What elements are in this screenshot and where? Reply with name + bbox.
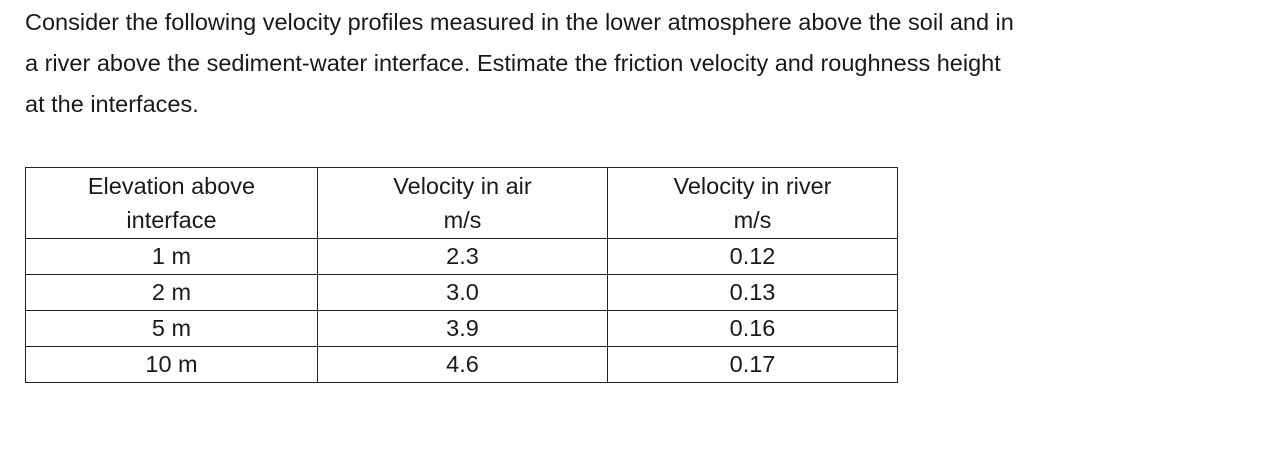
table-row: 1 m 2.3 0.12 xyxy=(25,238,898,275)
cell-velocity-air: 4.6 xyxy=(317,346,608,383)
header-elevation-line-2: interface xyxy=(126,207,217,233)
problem-line-3: at the interfaces. xyxy=(25,91,199,117)
cell-elevation: 10 m xyxy=(25,346,318,383)
cell-velocity-river: 0.16 xyxy=(607,310,898,347)
header-air-line-2: m/s xyxy=(443,207,482,233)
header-velocity-air: Velocity in air m/s xyxy=(317,167,608,239)
problem-statement: Consider the following velocity profiles… xyxy=(25,2,1205,125)
header-velocity-river: Velocity in river m/s xyxy=(607,167,898,239)
cell-velocity-air: 3.0 xyxy=(317,274,608,311)
cell-elevation: 1 m xyxy=(25,238,318,275)
table-row: 5 m 3.9 0.16 xyxy=(25,310,898,347)
table-row: 10 m 4.6 0.17 xyxy=(25,346,898,383)
cell-velocity-river: 0.12 xyxy=(607,238,898,275)
problem-line-2: a river above the sediment-water interfa… xyxy=(25,50,1001,76)
table-row: 2 m 3.0 0.13 xyxy=(25,274,898,311)
table-header-row: Elevation above interface Velocity in ai… xyxy=(25,167,898,239)
cell-velocity-air: 2.3 xyxy=(317,238,608,275)
header-river-line-1: Velocity in river xyxy=(673,173,832,199)
problem-line-1: Consider the following velocity profiles… xyxy=(25,9,1014,35)
cell-velocity-river: 0.17 xyxy=(607,346,898,383)
cell-velocity-air: 3.9 xyxy=(317,310,608,347)
header-elevation: Elevation above interface xyxy=(25,167,318,239)
velocity-profile-table: Elevation above interface Velocity in ai… xyxy=(25,167,898,383)
cell-elevation: 2 m xyxy=(25,274,318,311)
header-elevation-line-1: Elevation above xyxy=(87,173,256,199)
header-river-line-2: m/s xyxy=(733,207,772,233)
cell-velocity-river: 0.13 xyxy=(607,274,898,311)
cell-elevation: 5 m xyxy=(25,310,318,347)
header-air-line-1: Velocity in air xyxy=(393,173,532,199)
